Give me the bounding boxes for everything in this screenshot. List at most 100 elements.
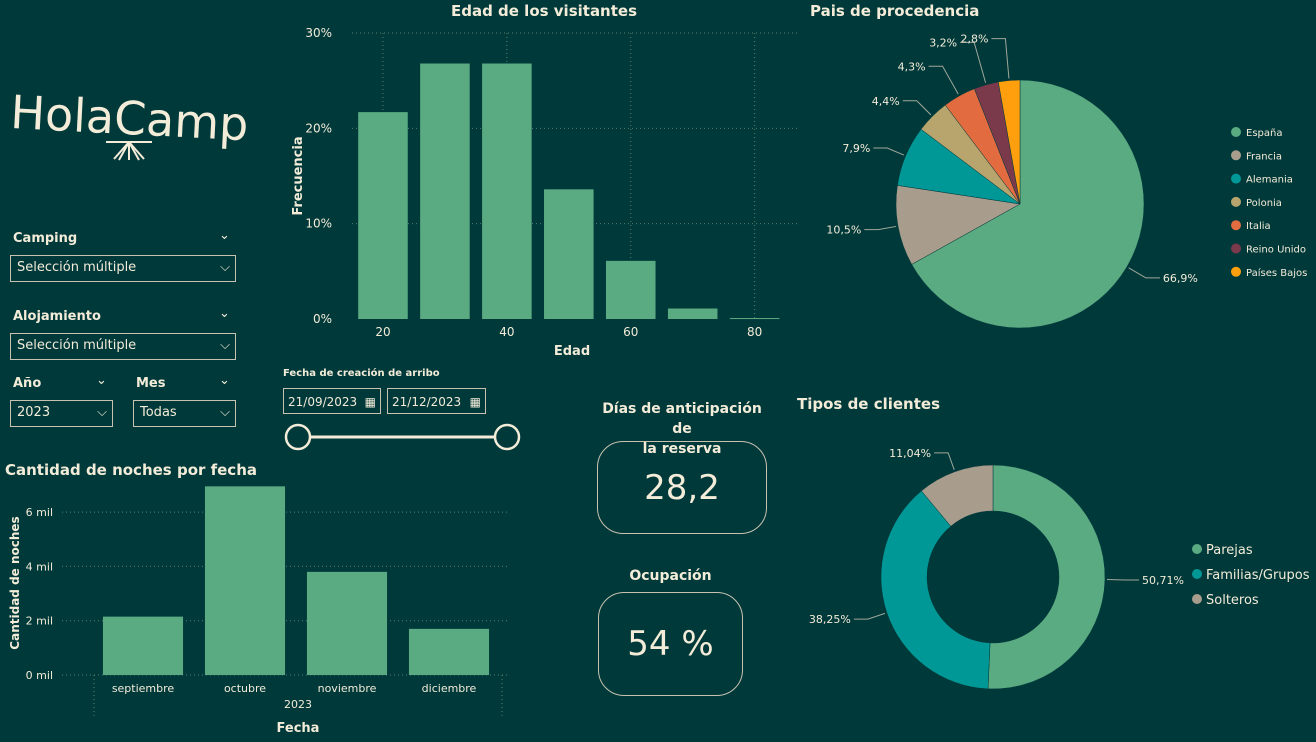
pie-slice-parejas — [987, 464, 1106, 690]
legend-label: Reino Unido — [1246, 245, 1306, 256]
x-tick-label: 80 — [747, 325, 762, 339]
y-axis-label: Cantidad de noches — [8, 516, 22, 649]
histogram-bar — [482, 63, 532, 319]
data-label: 7,9% — [842, 142, 870, 155]
bar-septiembre — [102, 616, 184, 675]
camping-label: Camping — [13, 231, 78, 246]
mes-dropdown[interactable]: Todas ⌵ — [133, 400, 236, 427]
logo-text: HolaCamp — [9, 85, 246, 151]
histogram-bar — [605, 260, 656, 319]
alojamiento-label: Alojamiento — [13, 309, 101, 324]
chevron-down-icon: ⌵ — [220, 405, 230, 420]
alojamiento-chevron-icon[interactable]: ⌄ — [219, 306, 230, 321]
calendar-icon[interactable]: ▦ — [469, 395, 481, 409]
logo: HolaCamp — [6, 82, 250, 172]
leader-line — [902, 100, 932, 116]
leader-line — [991, 38, 1010, 79]
legend-marker — [1231, 220, 1241, 231]
data-label: 2,8% — [960, 33, 988, 46]
legend-label: Países Bajos — [1246, 267, 1307, 279]
ocupacion-title: Ocupación — [629, 568, 712, 584]
x-axis-label: Fecha — [277, 721, 320, 736]
legend-marker — [1231, 173, 1241, 184]
x-tick-label: 60 — [623, 325, 638, 339]
alojamiento-dropdown[interactable]: Selección múltiple ⌵ — [10, 333, 236, 360]
legend-marker — [1231, 150, 1241, 161]
anticipacion-title: Días de anticipación de la reserva — [597, 399, 767, 459]
legend-label: Alemania — [1246, 175, 1293, 186]
pie-slice-francia — [895, 185, 1021, 265]
mes-label: Mes — [136, 376, 166, 391]
date-range-slider[interactable] — [283, 422, 523, 452]
ocupacion-value: 54 % — [627, 624, 714, 664]
legend-label: Italia — [1246, 221, 1271, 232]
start-date-value: 21/09/2023 — [288, 395, 358, 409]
data-label: 10,5% — [826, 224, 861, 237]
data-label: 4,3% — [898, 60, 926, 73]
anio-label: Año — [13, 376, 42, 391]
data-label: 50,71% — [1142, 574, 1184, 587]
noches-title: Cantidad de noches por fecha — [5, 461, 257, 479]
leader-line — [960, 41, 987, 83]
end-date-input[interactable]: 21/12/2023 ▦ — [387, 388, 486, 414]
y-tick-label: 0% — [313, 312, 332, 326]
ocupacion-card: 54 % — [598, 592, 743, 696]
histogram-bar — [544, 189, 594, 319]
clientes-chart: Tipos de clientes 50,71% 38,25% 11,04% Parej… — [797, 395, 1310, 690]
y-tick-label: 30% — [305, 26, 332, 40]
data-label: 4,4% — [872, 95, 900, 108]
anticipacion-value: 28,2 — [644, 467, 720, 508]
clientes-title: Tipos de clientes — [797, 395, 940, 413]
chevron-down-icon: ⌵ — [220, 338, 230, 353]
mes-dropdown-value: Todas — [140, 405, 177, 420]
sun-icon — [106, 141, 152, 161]
pais-title: Pais de procedencia — [810, 2, 979, 20]
camping-chevron-icon[interactable]: ⌄ — [219, 228, 230, 243]
legend-marker — [1231, 243, 1241, 254]
x-tick-label: octubre — [224, 682, 266, 695]
calendar-icon[interactable]: ▦ — [364, 395, 376, 409]
logo-graphic: HolaCamp — [9, 85, 250, 161]
leader-line — [1128, 267, 1160, 279]
histogram-bar — [420, 63, 470, 319]
x-tick-label: noviembre — [318, 682, 377, 695]
legend-marker — [1192, 544, 1202, 554]
leader-line — [928, 65, 959, 95]
x-axis-label: Edad — [554, 344, 590, 359]
data-label: 11,04% — [889, 447, 931, 460]
camping-dropdown[interactable]: Selección múltiple ⌵ — [10, 255, 236, 282]
chevron-down-icon: ⌵ — [220, 260, 230, 275]
fecha-label: Fecha de creación de arribo — [283, 368, 440, 379]
x-tick-label: septiembre — [112, 682, 175, 695]
start-date-input[interactable]: 21/09/2023 ▦ — [283, 388, 381, 414]
data-label: 66,9% — [1163, 272, 1198, 285]
bar-diciembre — [408, 628, 490, 675]
pie-slice-pa-ses-bajos — [998, 79, 1021, 205]
legend-label: Familias/Grupos — [1206, 568, 1310, 583]
y-tick-label: 10% — [305, 217, 332, 231]
mes-chevron-icon[interactable]: ⌄ — [219, 373, 230, 388]
x-tick-label: 40 — [499, 325, 514, 339]
histogram-bar — [358, 112, 408, 319]
pie-slice-espa-a — [911, 79, 1145, 329]
edad-title: Edad de los visitantes — [451, 2, 637, 20]
noches-chart: Cantidad de noches por fecha 6 mil 4 mil 2 … — [5, 461, 508, 736]
data-label: 3,2% — [929, 36, 957, 49]
anio-dropdown[interactable]: 2023 ⌵ — [10, 400, 113, 427]
anio-chevron-icon[interactable]: ⌄ — [96, 373, 107, 388]
legend-marker — [1231, 127, 1241, 137]
y-tick-label: 6 mil — [26, 506, 53, 519]
pais-chart: Pais de procedencia 66,9% 10,5% 7,9% 4,4% 4,3… — [810, 2, 1307, 329]
leader-line — [853, 612, 886, 620]
legend-marker — [1231, 266, 1241, 277]
leader-line — [864, 225, 897, 231]
leader-line — [934, 452, 955, 470]
bar-noviembre — [306, 571, 388, 675]
edad-chart: Edad de los visitantes 30% 20% 10% 0% 20 40 60 8… — [291, 2, 798, 359]
year-label: 2023 — [284, 698, 312, 711]
end-date-value: 21/12/2023 — [392, 395, 462, 409]
leader-line — [873, 147, 905, 156]
bar-octubre — [204, 486, 286, 675]
slider-handle-end — [493, 423, 521, 451]
histogram-bar — [729, 318, 780, 320]
